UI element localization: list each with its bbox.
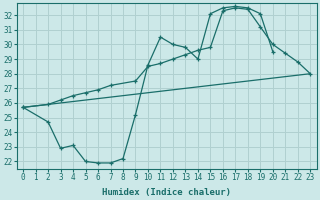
X-axis label: Humidex (Indice chaleur): Humidex (Indice chaleur) (102, 188, 231, 197)
